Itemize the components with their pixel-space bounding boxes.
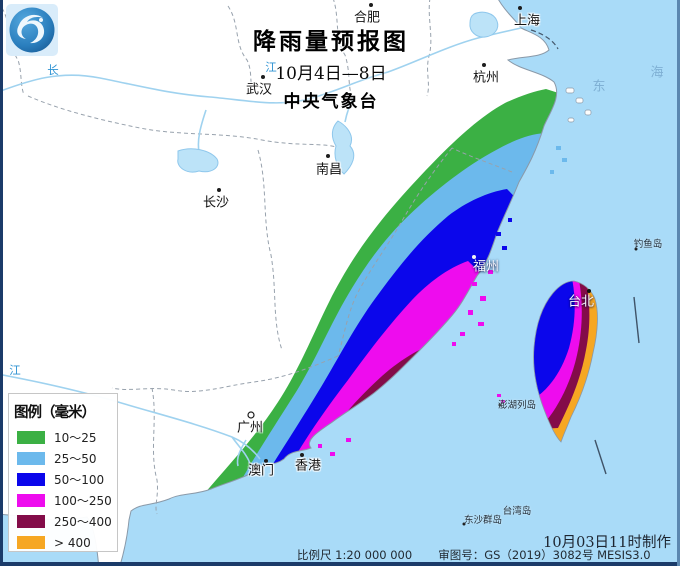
produced-timestamp: 10月03日11时制作 <box>543 535 671 551</box>
map-scale: 比例尺 1:20 000 000 <box>297 548 413 562</box>
city-markers <box>217 3 638 526</box>
legend-swatch-25-50 <box>17 452 45 465</box>
legend-row: 100～250 <box>9 490 117 511</box>
legend-row: 50～100 <box>9 469 117 490</box>
frame-right <box>677 0 680 566</box>
sea-boundary-lines <box>594 296 640 475</box>
issuing-agency: 中央气象台 <box>283 92 379 112</box>
taihu-lake <box>469 11 499 38</box>
poyang-lake <box>331 120 355 175</box>
zhoushan-islets <box>565 87 592 123</box>
legend-row: 10～25 <box>9 427 117 448</box>
legend-row: > 400 <box>9 532 117 553</box>
legend-row: 25～50 <box>9 448 117 469</box>
legend-row: 250～400 <box>9 511 117 532</box>
pearl-river <box>0 373 261 460</box>
dragon-logo-icon <box>6 4 58 56</box>
legend-swatch-10-25 <box>17 431 45 444</box>
delta-branch <box>231 436 251 467</box>
footer-meta: 比例尺 1:20 000 000 审图号：GS（2019）3082号 MESIS… <box>297 547 651 563</box>
legend-swatch-250-400 <box>17 515 45 528</box>
province-boundaries <box>1 0 513 515</box>
legend-swatch-50-100 <box>17 473 45 486</box>
legend-label: 10～25 <box>54 431 97 445</box>
legend-label: > 400 <box>54 535 91 550</box>
legend-label: 50～100 <box>54 473 105 487</box>
forecast-date-range: 10月4日—8日 <box>275 64 387 84</box>
title-block: 降雨量预报图 10月4日—8日 中央气象台 <box>253 22 409 112</box>
legend-label: 25～50 <box>54 452 97 466</box>
frame-bottom <box>0 562 680 566</box>
dongting-lake <box>177 148 219 173</box>
yangtze-river <box>0 27 522 104</box>
rivers <box>0 27 522 467</box>
frame-left <box>0 0 3 566</box>
map-title: 降雨量预报图 <box>253 29 409 55</box>
coastal-islets-magenta <box>318 270 505 456</box>
legend-title: 图例（毫米） <box>14 405 96 421</box>
legend-swatch-over-400 <box>17 536 45 549</box>
estuary-boundary <box>530 29 559 50</box>
legend-panel: 图例（毫米） 10～25 25～50 50～100 100～250 250～40… <box>8 393 118 552</box>
lakes <box>177 11 499 175</box>
legend-label: 250～400 <box>54 515 112 529</box>
legend-swatch-100-250 <box>17 494 45 507</box>
poyang-outlet <box>344 96 355 123</box>
coastal-islets-blue <box>496 218 512 250</box>
mainland <box>0 0 557 566</box>
legend-label: 100～250 <box>54 494 112 508</box>
coastal-islets-lightblue <box>550 146 567 174</box>
approval-number: 审图号：GS（2019）3082号 MESIS3.0 <box>438 548 651 562</box>
guangzhou-ring-marker <box>247 411 255 419</box>
